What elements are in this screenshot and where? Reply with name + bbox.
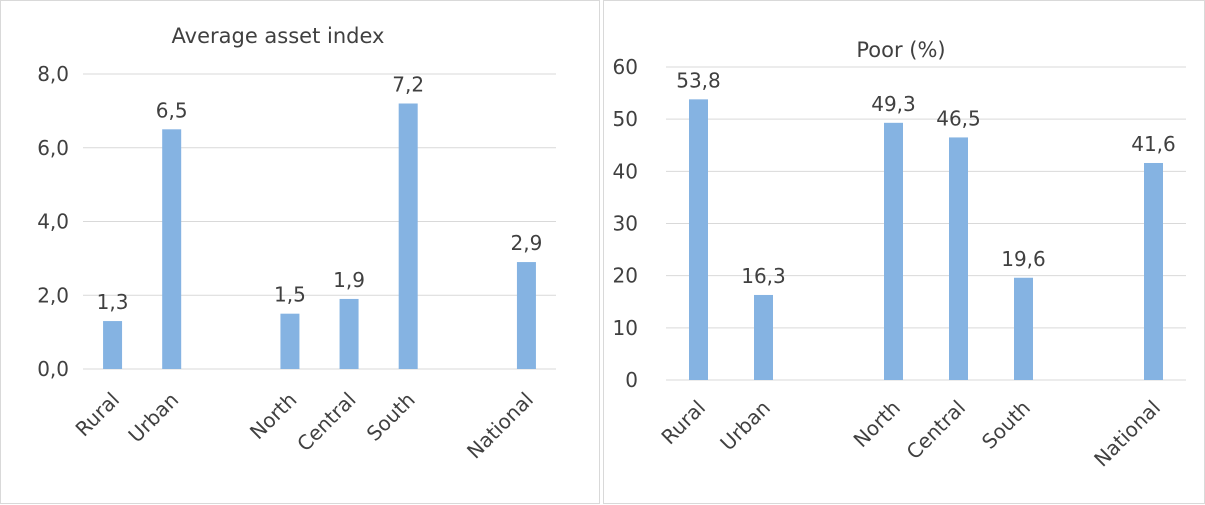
data-label: 19,6 bbox=[1001, 247, 1046, 271]
y-tick-label: 60 bbox=[613, 55, 638, 79]
y-tick-label: 0,0 bbox=[37, 357, 69, 381]
data-label: 41,6 bbox=[1131, 132, 1176, 156]
y-tick-label: 10 bbox=[613, 316, 638, 340]
data-label: 46,5 bbox=[936, 106, 981, 130]
chart-title: Average asset index bbox=[172, 24, 385, 48]
bar bbox=[754, 294, 773, 380]
category-label: Rural bbox=[71, 388, 125, 442]
bar bbox=[884, 122, 903, 381]
data-label: 6,5 bbox=[156, 98, 188, 122]
chart-panel-poor: Poor (%) 0 10 20 30 40 50 60 53,8 Rural 16,3 Urban… bbox=[603, 0, 1205, 504]
bar bbox=[1144, 162, 1163, 380]
data-label: 49,3 bbox=[871, 92, 916, 116]
y-tick-label: 40 bbox=[613, 159, 638, 183]
category-label: South bbox=[362, 388, 420, 446]
y-tick-label: 4,0 bbox=[37, 210, 69, 234]
bar bbox=[339, 298, 359, 369]
category-label: National bbox=[462, 388, 538, 464]
bar bbox=[516, 262, 536, 369]
bar bbox=[162, 129, 182, 369]
y-tick-label: 50 bbox=[613, 107, 638, 131]
category-label: Rural bbox=[656, 396, 710, 450]
category-label: National bbox=[1089, 396, 1165, 472]
bar bbox=[949, 137, 968, 380]
bar bbox=[103, 321, 123, 369]
category-label: Central bbox=[902, 396, 970, 464]
chart-title: Poor (%) bbox=[856, 38, 945, 62]
category-label: Urban bbox=[715, 396, 775, 456]
data-label: 1,3 bbox=[97, 290, 129, 314]
y-tick-label: 2,0 bbox=[37, 283, 69, 307]
bar bbox=[1014, 277, 1033, 380]
poor-chart: Poor (%) 0 10 20 30 40 50 60 53,8 Rural 16,3 Urban… bbox=[613, 38, 1186, 472]
data-label: 16,3 bbox=[741, 264, 786, 288]
y-tick-label: 8,0 bbox=[37, 62, 69, 86]
y-tick-label: 30 bbox=[613, 212, 638, 236]
chart-panel-asset-index: Average asset index 0,0 2,0 4,0 6,0 8,0 1,3 Ru… bbox=[0, 0, 600, 504]
data-label: 53,8 bbox=[676, 68, 721, 92]
category-label: Urban bbox=[123, 388, 183, 448]
bar bbox=[398, 103, 418, 369]
category-label: Central bbox=[292, 388, 360, 456]
category-label: North bbox=[849, 396, 906, 453]
bar bbox=[689, 99, 708, 381]
data-label: 2,9 bbox=[511, 231, 543, 255]
bar bbox=[280, 313, 300, 369]
data-label: 1,9 bbox=[333, 268, 365, 292]
data-label: 7,2 bbox=[392, 73, 424, 97]
category-label: North bbox=[245, 388, 302, 445]
y-tick-label: 6,0 bbox=[37, 136, 69, 160]
category-label: South bbox=[977, 396, 1035, 454]
y-tick-label: 20 bbox=[613, 264, 638, 288]
y-tick-label: 0 bbox=[625, 368, 638, 392]
data-label: 1,5 bbox=[274, 283, 306, 307]
asset-index-chart: Average asset index 0,0 2,0 4,0 6,0 8,0 1,3 Ru… bbox=[37, 24, 556, 464]
